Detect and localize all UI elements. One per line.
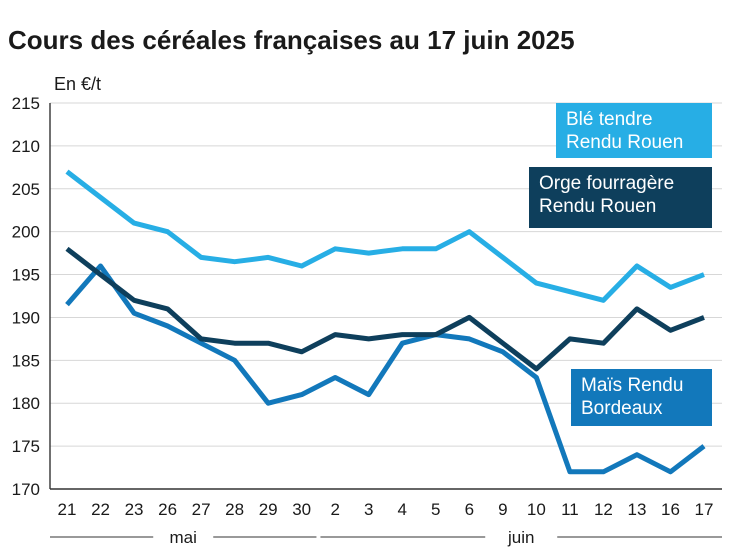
- y-tick-label: 210: [12, 137, 40, 156]
- legend-label: Maïs Rendu: [581, 375, 683, 396]
- y-tick-label: 190: [12, 308, 40, 327]
- legend-box: [571, 369, 712, 426]
- legend-label: Orge fourragère: [539, 173, 674, 194]
- x-tick-label: 13: [627, 500, 646, 519]
- x-tick-label: 30: [292, 500, 311, 519]
- series-line-1: [65, 246, 705, 372]
- legend-label: Rendu Rouen: [539, 196, 656, 217]
- x-tick-label: 26: [158, 500, 177, 519]
- y-tick-label: 185: [12, 351, 40, 370]
- x-tick-label: 11: [561, 500, 579, 519]
- series-line-0: [65, 169, 705, 303]
- x-tick-label: 28: [225, 500, 244, 519]
- series-layer: [65, 169, 706, 475]
- x-tick-label: 4: [398, 500, 407, 519]
- y-tick-label: 205: [12, 180, 40, 199]
- x-axis-ticks: 21 22 23 26 27 28 29 30 2 3 4 5 6 9 10 11 12 13 16 17: [58, 500, 714, 519]
- x-tick-label: 21: [58, 500, 77, 519]
- grid-layer: [49, 102, 722, 490]
- x-tick-label: 6: [465, 500, 474, 519]
- x-tick-label: 3: [364, 500, 373, 519]
- legend-label: Bordeaux: [581, 398, 663, 419]
- chart-title: Cours des céréales françaises au 17 juin…: [8, 25, 575, 55]
- x-tick-label: 12: [594, 500, 613, 519]
- series-line-2: [65, 263, 706, 475]
- month-label-juin: juin: [507, 528, 534, 547]
- month-groups: mai juin: [50, 528, 722, 547]
- y-tick-label: 195: [12, 266, 40, 285]
- legend-box: [529, 167, 712, 228]
- y-tick-label: 200: [12, 223, 40, 242]
- y-tick-label: 215: [12, 94, 40, 113]
- x-tick-label: 23: [125, 500, 144, 519]
- y-tick-label: 170: [12, 480, 40, 499]
- legend-label: Blé tendre: [566, 109, 653, 130]
- y-axis-ticks: 170 175 180 185 190 195 200 205 210 215: [12, 94, 40, 499]
- x-tick-label: 10: [527, 500, 546, 519]
- x-tick-label: 5: [431, 500, 440, 519]
- legend-box: [556, 103, 712, 158]
- y-axis-unit-label: En €/t: [54, 74, 101, 94]
- x-tick-label: 16: [661, 500, 680, 519]
- y-tick-label: 180: [12, 394, 40, 413]
- x-tick-label: 29: [259, 500, 278, 519]
- x-tick-label: 2: [330, 500, 339, 519]
- y-tick-label: 175: [12, 437, 40, 456]
- x-tick-label: 27: [192, 500, 211, 519]
- x-tick-label: 22: [91, 500, 110, 519]
- legend-label: Rendu Rouen: [566, 132, 683, 153]
- x-tick-label: 9: [498, 500, 507, 519]
- x-tick-label: 17: [695, 500, 714, 519]
- month-label-mai: mai: [170, 528, 197, 547]
